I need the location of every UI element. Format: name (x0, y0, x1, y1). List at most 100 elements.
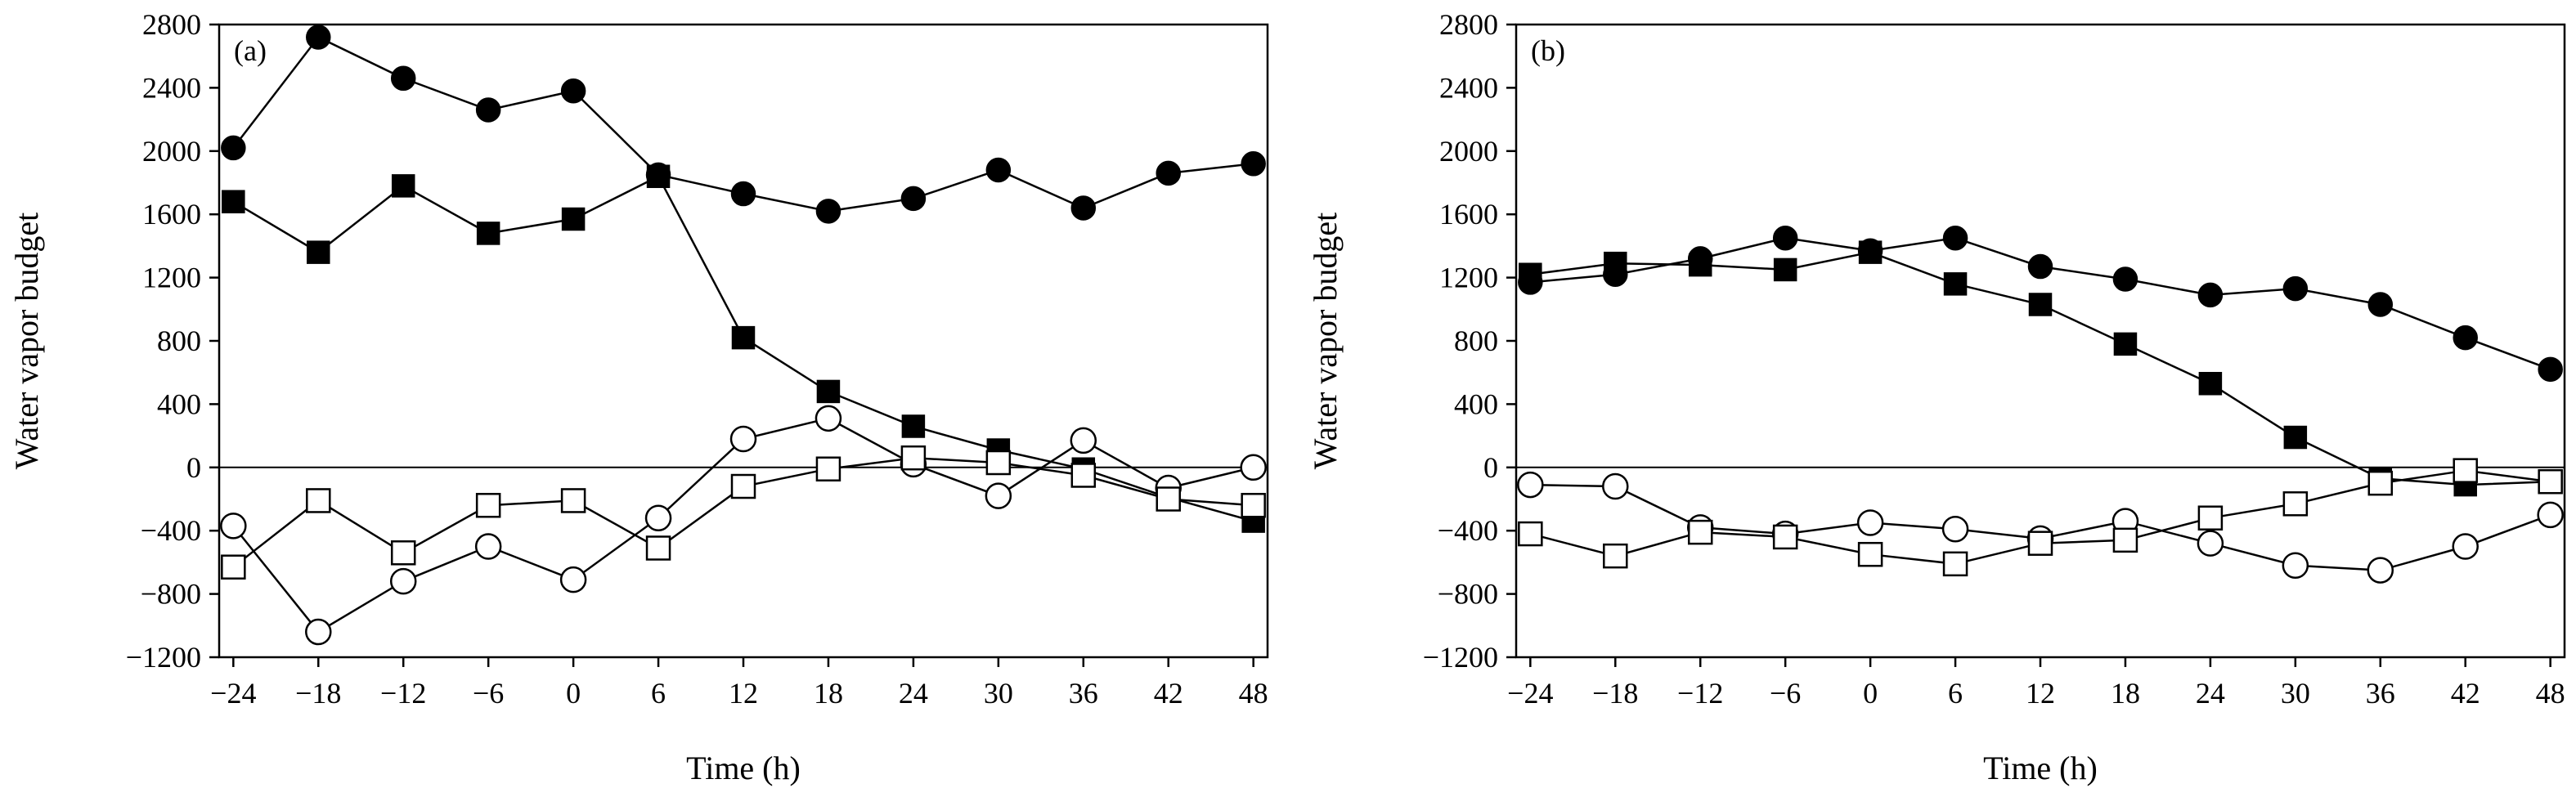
y-tick-label: 1600 (142, 198, 201, 231)
y-tick-label: 0 (1483, 451, 1498, 484)
data-point-square-open (1070, 463, 1097, 488)
data-point-circle-open (2197, 530, 2224, 557)
data-point-square-open (1687, 519, 1713, 545)
data-point-circle-filled (1156, 160, 1181, 186)
data-point-square-filled (222, 190, 245, 213)
data-point-square-open (2197, 505, 2224, 531)
data-point-square-open (390, 540, 416, 566)
data-point-square-filled (901, 414, 926, 438)
data-point-circle-filled (1772, 225, 1798, 251)
data-point-circle-open (305, 618, 332, 646)
data-point-circle-open (985, 482, 1012, 509)
data-point-square-filled (307, 240, 330, 264)
data-point-square-open (645, 535, 671, 561)
x-tick-label: 42 (1154, 677, 1183, 710)
data-point-circle-filled (221, 135, 246, 161)
y-tick-label: −400 (1438, 514, 1498, 547)
y-tick-label: 2400 (142, 71, 201, 104)
x-tick-label: −6 (1770, 677, 1801, 710)
x-tick-label: −24 (210, 677, 256, 710)
data-point-circle-filled (2538, 356, 2563, 383)
data-point-circle-filled (390, 65, 416, 92)
data-point-circle-filled (1942, 225, 1968, 251)
data-point-square-open (2538, 468, 2563, 495)
x-tick-label: 6 (1948, 677, 1963, 710)
data-point-circle-filled (475, 97, 501, 123)
data-point-square-filled (1604, 251, 1627, 275)
data-point-circle-filled (2453, 325, 2478, 351)
data-point-square-filled (561, 207, 586, 231)
data-point-circle-filled (306, 25, 331, 50)
data-point-circle-filled (900, 186, 927, 212)
data-point-circle-open (559, 566, 587, 593)
data-point-square-open (730, 473, 756, 499)
y-tick-label: −400 (141, 514, 201, 547)
data-point-circle-open (644, 504, 672, 531)
y-tick-label: 400 (157, 387, 201, 420)
data-point-square-filled (731, 325, 756, 350)
data-point-circle-open (1856, 509, 1884, 536)
data-point-circle-open (2367, 557, 2394, 584)
x-tick-label: −12 (1677, 677, 1723, 710)
data-point-square-filled (816, 379, 841, 404)
x-tick-label: 0 (566, 677, 581, 710)
y-tick-label: −1200 (126, 641, 201, 674)
data-point-circle-filled (985, 157, 1012, 183)
data-point-circle-open (220, 513, 247, 540)
data-point-square-filled (2028, 293, 2053, 316)
data-point-square-filled (391, 174, 415, 198)
y-tick-label: 1200 (1439, 262, 1498, 294)
x-tick-label: 30 (984, 677, 1013, 710)
x-tick-label: −18 (1592, 677, 1638, 710)
data-point-square-open (2367, 470, 2394, 496)
x-tick-label: 24 (899, 677, 928, 710)
y-tick-label: 2800 (1439, 8, 1498, 41)
data-point-circle-open (1517, 471, 1544, 499)
data-point-square-open (221, 554, 246, 580)
x-tick-label: −6 (473, 677, 504, 710)
data-point-square-open (2453, 458, 2478, 483)
x-tick-label: 48 (2536, 677, 2565, 710)
data-point-circle-open (1070, 427, 1097, 454)
data-point-circle-open (2537, 501, 2564, 529)
x-tick-label: −24 (1507, 677, 1553, 710)
data-point-square-open (1857, 541, 1883, 567)
data-point-square-open (2282, 491, 2309, 517)
data-point-circle-open (1602, 472, 1629, 500)
data-point-circle-filled (1070, 195, 1097, 221)
data-point-circle-filled (2282, 275, 2309, 302)
data-point-circle-open (2282, 552, 2309, 580)
y-tick-label: 800 (157, 325, 201, 357)
y-tick-label: 800 (1454, 325, 1498, 357)
data-point-circle-open (1240, 454, 1267, 481)
y-axis-label: Water vapor budget (1307, 213, 1344, 469)
y-tick-label: 2000 (142, 135, 201, 168)
data-point-circle-open (729, 425, 757, 453)
y-tick-label: 2400 (1439, 71, 1498, 104)
x-tick-label: 12 (729, 677, 758, 710)
data-point-square-filled (2113, 332, 2138, 356)
y-tick-label: −1200 (1423, 641, 1498, 674)
data-point-circle-open (815, 405, 842, 432)
data-point-circle-filled (815, 199, 841, 224)
panel-label: (b) (1531, 34, 1565, 67)
x-tick-label: −18 (295, 677, 341, 710)
y-tick-label: 2800 (142, 8, 201, 41)
data-point-square-open (1156, 486, 1181, 512)
data-point-square-filled (1858, 240, 1883, 264)
y-tick-label: −800 (141, 578, 201, 611)
data-point-circle-filled (730, 181, 756, 207)
data-point-square-open (1603, 543, 1628, 569)
data-point-square-filled (2198, 371, 2223, 396)
data-point-square-filled (1773, 257, 1797, 282)
data-point-circle-filled (2197, 282, 2224, 308)
chart-panel-1: 2800 2400 2000 1600 1200 800 400 0 −400 −800 −1200… (8, 8, 1269, 786)
series-line-square-filled (1530, 251, 2551, 486)
data-point-square-filled (2283, 425, 2308, 450)
data-point-circle-filled (2112, 266, 2138, 292)
data-point-square-filled (646, 164, 671, 189)
chart-panel-2: 2800 2400 2000 1600 1200 800 400 0 −400 −800 −1200… (1307, 8, 2566, 786)
x-tick-label: 24 (2196, 677, 2225, 710)
x-tick-label: 42 (2451, 677, 2480, 710)
